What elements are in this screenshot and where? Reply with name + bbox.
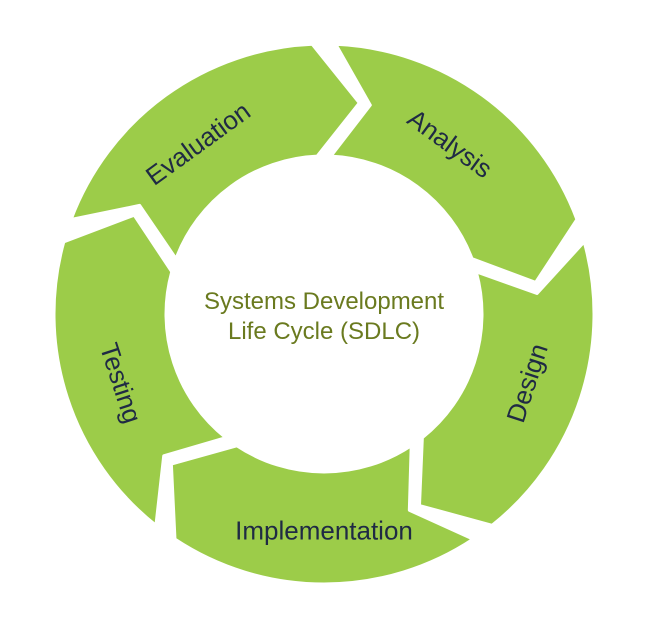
segment-design [419, 242, 594, 525]
cycle-ring [0, 0, 648, 634]
sdlc-cycle-diagram: Systems Development Life Cycle (SDLC) Ev… [0, 0, 648, 634]
segment-analysis [331, 44, 577, 282]
